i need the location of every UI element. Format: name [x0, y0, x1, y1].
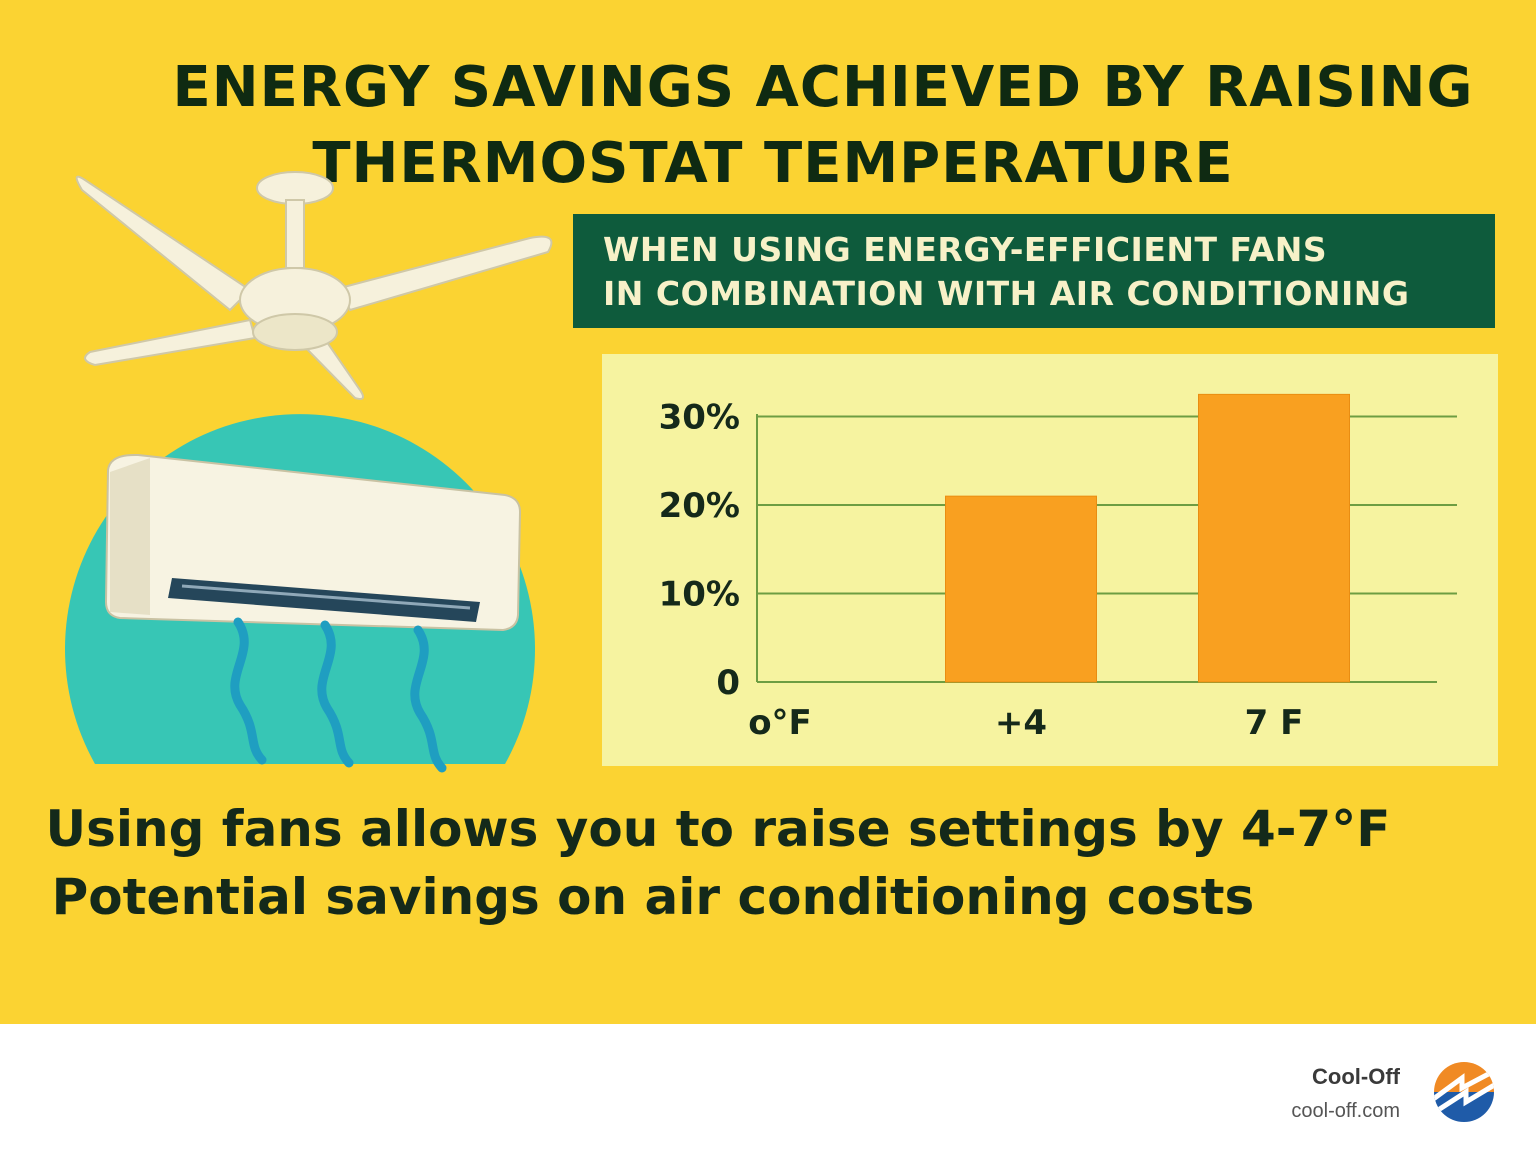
x-category-label: 7 F: [1245, 703, 1304, 743]
infographic-poster: ENERGY SAVINGS ACHIEVED BY RAISING THERM…: [0, 0, 1536, 1024]
bar: [1198, 393, 1350, 683]
footer: [0, 1024, 1536, 1154]
title-line-1: ENERGY SAVINGS ACHIEVED BY RAISING: [172, 55, 1474, 120]
cool-off-logo-icon: [1434, 1062, 1494, 1122]
y-tick-label: 0: [716, 663, 740, 703]
bottom-text: Using fans allows you to raise settings …: [0, 795, 1536, 931]
subtitle-banner: WHEN USING ENERGY-EFFICIENT FANS IN COMB…: [573, 214, 1495, 328]
airflow-waves-icon: [230, 617, 447, 773]
subtitle-line-1: WHEN USING ENERGY-EFFICIENT FANS: [603, 230, 1328, 269]
brand-name: Cool-Off: [1312, 1064, 1400, 1089]
title-line-2: THERMOSTAT TEMPERATURE: [312, 131, 1234, 196]
bar: [945, 495, 1097, 683]
x-category-label: o°F: [748, 703, 812, 743]
brand: Cool-Off cool-off.com: [1291, 1062, 1400, 1126]
bottom-text-line-2: Potential savings on air conditioning co…: [51, 868, 1255, 926]
air-conditioner-icon: [104, 453, 522, 632]
bar-chart-panel: 0 10% 20% 30% o°F +4 7 F: [602, 354, 1498, 766]
y-tick-label: 30%: [659, 398, 740, 438]
y-tick-label: 20%: [659, 486, 740, 526]
brand-url-link[interactable]: cool-off.com: [1291, 1100, 1400, 1122]
x-category-label: +4: [995, 703, 1047, 743]
illustration: [64, 171, 553, 773]
bar-chart: 0 10% 20% 30% o°F +4 7 F: [659, 393, 1457, 743]
ceiling-fan-icon: [75, 171, 553, 400]
page-title: ENERGY SAVINGS ACHIEVED BY RAISING THERM…: [0, 50, 1536, 202]
y-tick-label: 10%: [659, 575, 740, 615]
subtitle-line-2: IN COMBINATION WITH AIR CONDITIONING: [603, 274, 1410, 313]
bottom-text-line-1: Using fans allows you to raise settings …: [45, 800, 1391, 858]
